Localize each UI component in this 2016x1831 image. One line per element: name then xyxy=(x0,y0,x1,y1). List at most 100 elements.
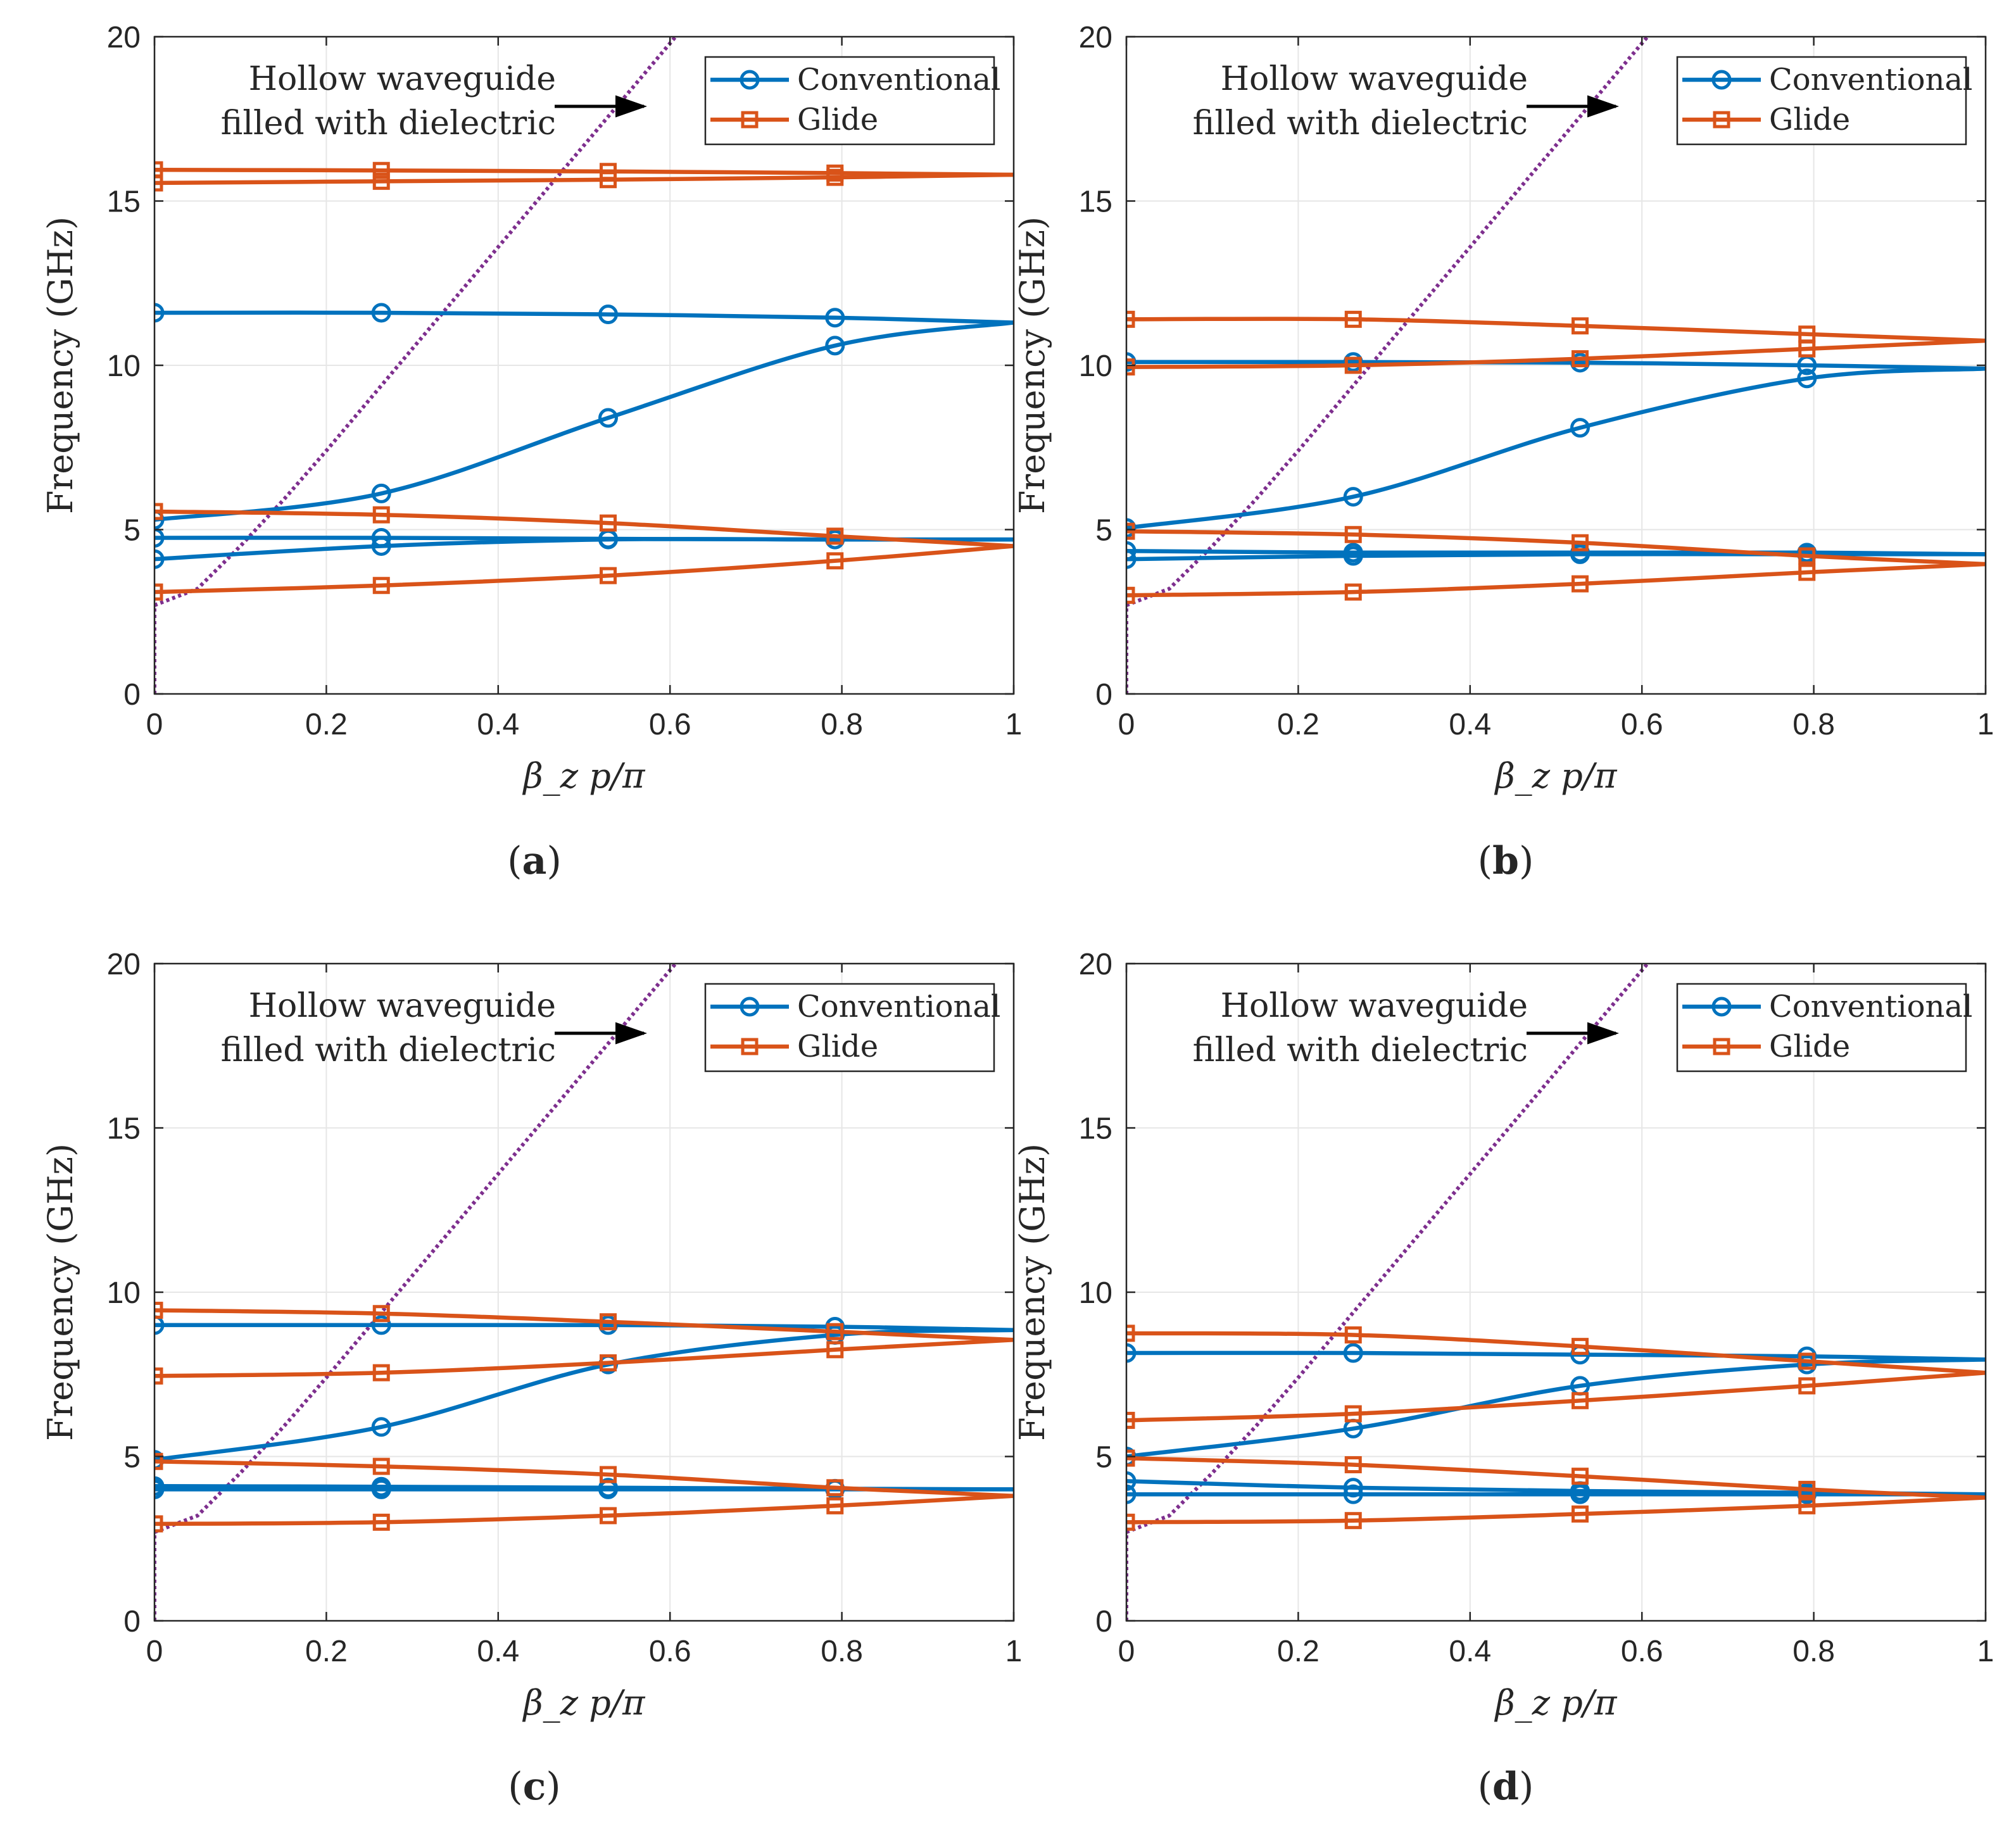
y-tick-label: 5 xyxy=(123,1441,141,1475)
x-tick-label: 0.6 xyxy=(1621,1635,1663,1668)
data-point-glide xyxy=(1126,522,1135,540)
x-axis-label: β_z p/π xyxy=(522,756,646,796)
panel-caption-letter: c xyxy=(523,1765,546,1809)
data-point-glide xyxy=(1571,534,1589,551)
data-point-conventional xyxy=(1126,1471,1137,1491)
data-layer xyxy=(154,964,1014,1621)
legend-marker-circle xyxy=(1711,997,1732,1017)
x-tick-label: 0.2 xyxy=(305,708,348,741)
y-tick-label: 5 xyxy=(123,514,141,548)
legend: Conventional Glide xyxy=(1676,56,1972,146)
series-line-conventional-1 xyxy=(154,1323,1014,1332)
series-line-glide-7 xyxy=(1126,1495,1986,1525)
data-point-glide xyxy=(1798,1377,1816,1395)
legend-marker-square xyxy=(741,1038,759,1055)
data-point-conventional xyxy=(371,1315,391,1335)
data-layer xyxy=(1126,37,1986,694)
data-point-glide xyxy=(1126,586,1135,604)
x-tick-label: 0.2 xyxy=(1277,708,1320,741)
legend-label-conventional: Conventional xyxy=(797,62,1000,98)
legend-label-glide: Glide xyxy=(1769,102,1850,137)
data-point-glide xyxy=(1798,1352,1816,1370)
x-tick-label: 0.8 xyxy=(821,1635,863,1668)
legend-marker-square xyxy=(1713,111,1730,129)
data-point-glide xyxy=(1344,525,1362,543)
series-line-glide-6 xyxy=(154,509,1014,548)
y-tick-label: 0 xyxy=(123,1605,141,1639)
data-point-glide xyxy=(154,1367,163,1385)
data-point-conventional xyxy=(371,303,391,323)
data-point-conventional xyxy=(598,1478,618,1498)
data-point-conventional xyxy=(154,527,165,548)
legend: Conventional Glide xyxy=(704,983,1000,1073)
data-point-glide xyxy=(826,1323,844,1340)
data-point-conventional xyxy=(371,1417,391,1437)
data-point-glide xyxy=(1344,583,1362,601)
series-line-glide-5 xyxy=(154,1338,1014,1378)
data-point-glide xyxy=(826,1479,844,1497)
data-point-glide xyxy=(154,161,163,179)
legend-label-conventional: Conventional xyxy=(1769,989,1972,1024)
y-tick-label: 5 xyxy=(1095,514,1112,548)
series-line-glide-7 xyxy=(154,1494,1014,1526)
panel-caption: (d) xyxy=(1478,1765,1534,1809)
data-point-glide xyxy=(154,1515,163,1533)
y-tick-label: 10 xyxy=(1079,349,1112,383)
annotation-line-2: filled with dielectric xyxy=(221,1031,556,1069)
data-point-glide xyxy=(826,552,844,570)
panel-caption-letter: a xyxy=(522,839,547,883)
data-point-glide xyxy=(826,1341,844,1359)
data-point-conventional xyxy=(154,303,165,323)
data-point-glide xyxy=(372,577,390,595)
data-point-glide xyxy=(1571,317,1589,335)
y-tick-label: 20 xyxy=(1079,21,1112,54)
legend-label-glide: Glide xyxy=(797,1029,878,1064)
x-tick-label: 0.4 xyxy=(1449,1635,1491,1668)
data-point-glide xyxy=(599,1354,617,1372)
x-tick-label: 0.8 xyxy=(1792,1635,1835,1668)
series-line-glide-7 xyxy=(154,544,1014,595)
data-layer xyxy=(154,37,1014,694)
x-tick-label: 0 xyxy=(1118,1635,1135,1668)
series-line-glide-5 xyxy=(154,172,1014,186)
legend-marker-square xyxy=(1713,1038,1730,1055)
data-point-glide xyxy=(1344,1326,1362,1343)
data-point-conventional xyxy=(1126,541,1137,561)
data-point-glide xyxy=(1798,1480,1816,1498)
data-point-glide xyxy=(1126,1449,1135,1467)
annotation-line-1: Hollow waveguide xyxy=(1221,60,1528,98)
y-tick-label: 10 xyxy=(107,1276,141,1310)
data-point-conventional xyxy=(1126,1484,1137,1504)
legend-marker-circle xyxy=(740,70,760,90)
series-line-glide-6 xyxy=(1126,1456,1986,1500)
data-point-conventional xyxy=(598,305,618,325)
data-point-glide xyxy=(599,1466,617,1483)
data-point-glide xyxy=(1571,1505,1589,1523)
y-tick-label: 5 xyxy=(1095,1441,1112,1475)
data-point-conventional xyxy=(598,408,618,428)
data-point-glide xyxy=(599,1507,617,1525)
data-point-glide xyxy=(599,1313,617,1331)
x-tick-label: 0.2 xyxy=(305,1635,348,1668)
data-point-conventional xyxy=(154,549,165,569)
y-tick-label: 0 xyxy=(1095,678,1112,712)
data-point-glide xyxy=(1798,1497,1816,1514)
data-point-glide xyxy=(599,567,617,584)
data-point-conventional xyxy=(1343,1478,1363,1498)
data-point-glide xyxy=(1344,356,1362,374)
data-point-glide xyxy=(1344,1456,1362,1473)
series-line-glide-6 xyxy=(1126,529,1986,567)
y-tick-label: 10 xyxy=(1079,1276,1112,1310)
x-tick-label: 0.2 xyxy=(1277,1635,1320,1668)
data-point-conventional xyxy=(1343,487,1363,507)
x-tick-label: 0 xyxy=(1118,708,1135,741)
x-tick-label: 0 xyxy=(146,708,163,741)
y-tick-label: 20 xyxy=(107,21,141,54)
legend-label-glide: Glide xyxy=(797,102,878,137)
x-axis-label: β_z p/π xyxy=(522,1683,646,1723)
data-point-conventional xyxy=(371,527,391,548)
legend-label-glide: Glide xyxy=(1769,1029,1850,1064)
annotation-line-1: Hollow waveguide xyxy=(249,60,556,98)
series-line-glide-6 xyxy=(154,1459,1014,1499)
